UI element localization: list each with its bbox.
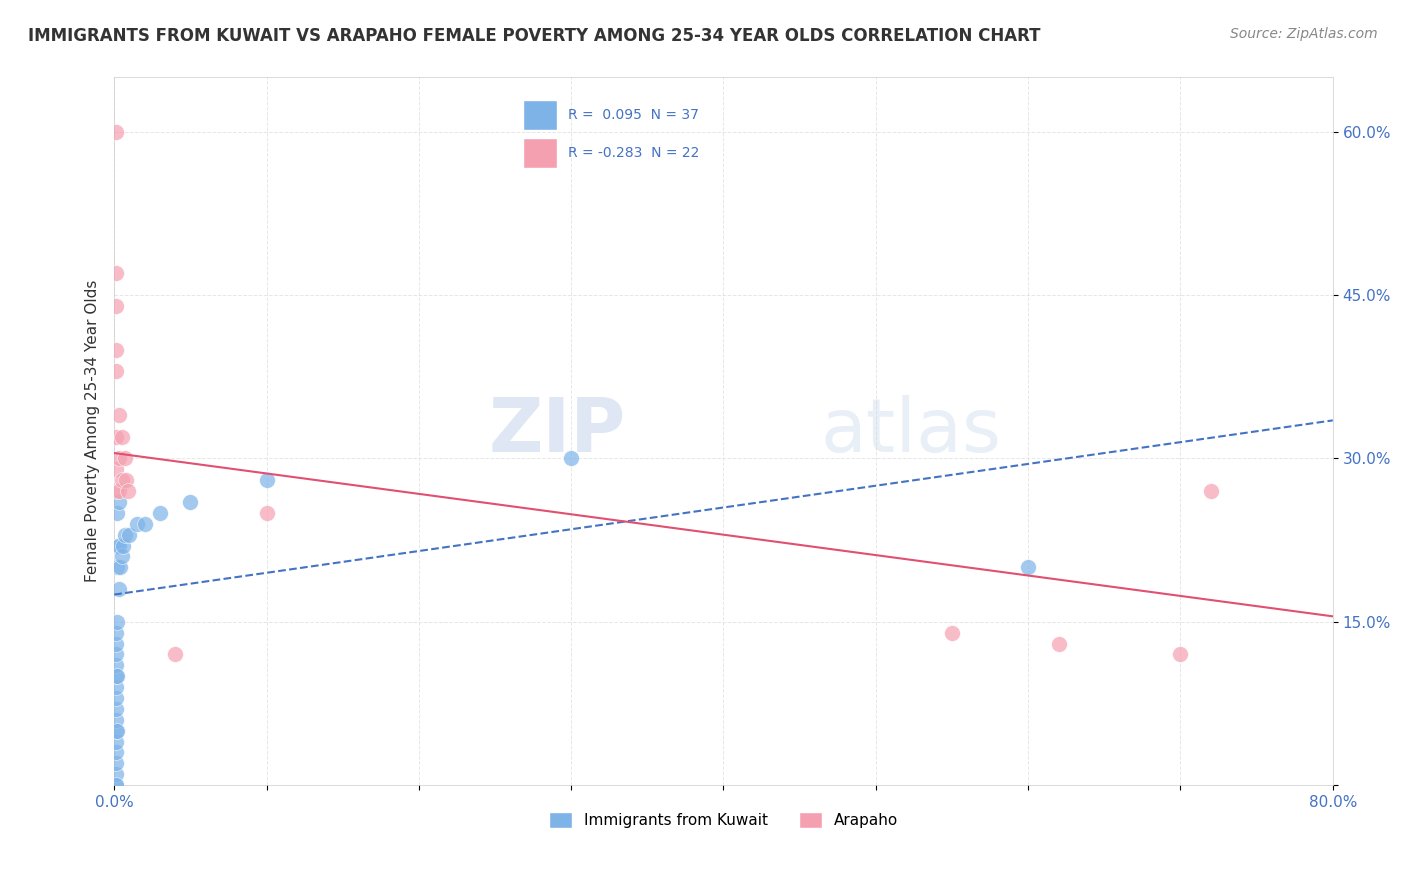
Point	[104, 430, 127, 444]
Text: Source: ZipAtlas.com: Source: ZipAtlas.com	[1230, 27, 1378, 41]
Point	[105, 539, 128, 553]
Point	[111, 549, 134, 564]
Point	[107, 582, 129, 596]
Point	[105, 560, 128, 574]
Text: ZIP: ZIP	[489, 395, 626, 467]
Text: atlas: atlas	[821, 395, 1002, 467]
Point	[125, 516, 148, 531]
Point	[115, 473, 138, 487]
Point	[104, 125, 127, 139]
Point	[104, 778, 127, 792]
Point	[104, 691, 127, 706]
Point	[256, 506, 278, 520]
Point	[104, 778, 127, 792]
Point	[112, 539, 135, 553]
Point	[1047, 636, 1070, 650]
Point	[104, 756, 127, 771]
Point	[114, 527, 136, 541]
Point	[117, 484, 139, 499]
Point	[104, 625, 127, 640]
Point	[105, 506, 128, 520]
Point	[165, 648, 187, 662]
Legend: Immigrants from Kuwait, Arapaho: Immigrants from Kuwait, Arapaho	[543, 805, 904, 834]
Point	[114, 451, 136, 466]
Point	[1199, 484, 1222, 499]
Point	[105, 723, 128, 738]
Point	[104, 364, 127, 378]
Point	[256, 473, 278, 487]
Point	[104, 669, 127, 683]
Point	[104, 299, 127, 313]
Point	[560, 451, 582, 466]
Point	[104, 636, 127, 650]
Point	[107, 451, 129, 466]
Point	[104, 680, 127, 694]
Point	[110, 560, 132, 574]
Point	[941, 625, 963, 640]
Point	[134, 516, 156, 531]
Point	[105, 669, 128, 683]
Point	[104, 702, 127, 716]
Point	[107, 539, 129, 553]
Point	[1017, 560, 1039, 574]
Point	[104, 462, 127, 476]
Point	[149, 506, 172, 520]
Point	[104, 713, 127, 727]
Point	[104, 648, 127, 662]
Point	[104, 734, 127, 748]
Point	[111, 473, 134, 487]
Y-axis label: Female Poverty Among 25-34 Year Olds: Female Poverty Among 25-34 Year Olds	[86, 280, 100, 582]
Point	[104, 343, 127, 357]
Point	[104, 267, 127, 281]
Point	[104, 746, 127, 760]
Point	[107, 408, 129, 422]
Point	[104, 484, 127, 499]
Point	[104, 723, 127, 738]
Point	[107, 484, 129, 499]
Point	[111, 430, 134, 444]
Point	[104, 658, 127, 673]
Point	[1170, 648, 1192, 662]
Point	[107, 495, 129, 509]
Point	[104, 767, 127, 781]
Point	[179, 495, 201, 509]
Point	[118, 527, 141, 541]
Point	[105, 615, 128, 629]
Text: IMMIGRANTS FROM KUWAIT VS ARAPAHO FEMALE POVERTY AMONG 25-34 YEAR OLDS CORRELATI: IMMIGRANTS FROM KUWAIT VS ARAPAHO FEMALE…	[28, 27, 1040, 45]
